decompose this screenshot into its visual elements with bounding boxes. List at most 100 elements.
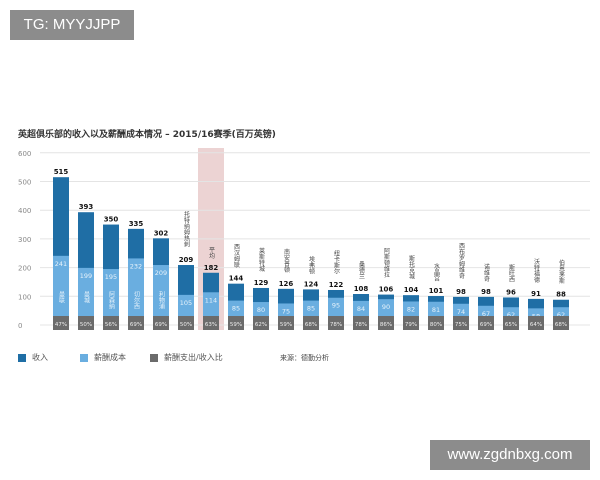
category-label: 桑德兰 [358, 260, 365, 279]
category-label: 阿斯顿维拉 [383, 247, 390, 279]
category-label: 切尔西 [133, 291, 140, 310]
y-tick-label: 400 [18, 207, 31, 215]
legend-ratio: 薪酬支出/收入比 [150, 352, 223, 363]
wages-label: 67 [482, 310, 490, 318]
revenue-label: 335 [129, 220, 144, 228]
revenue-label: 124 [304, 280, 319, 288]
revenue-label: 88 [556, 291, 566, 299]
wages-label: 85 [307, 305, 315, 313]
category-label: 埃弗顿 [308, 256, 315, 276]
legend-wages: 薪酬成本 [80, 352, 126, 363]
category-label: 托特纳姆热刺 [183, 210, 190, 248]
bar-wages [128, 258, 144, 325]
ratio-label: 68% [305, 322, 317, 328]
revenue-label: 515 [54, 168, 69, 176]
ratio-label: 69% [130, 322, 142, 328]
ratio-box [328, 316, 344, 330]
ratio-label: 56% [105, 322, 117, 328]
revenue-label: 98 [481, 288, 491, 296]
source-note: 来源：德勤分析 [280, 354, 329, 362]
bar-wages [78, 267, 94, 325]
bar-wages [53, 255, 69, 325]
legend-revenue: 收入 [18, 352, 48, 363]
y-tick-label: 200 [18, 265, 31, 273]
wages-label: 80 [257, 306, 265, 314]
wages-label: 81 [432, 306, 440, 314]
bar-wages [103, 269, 119, 325]
ratio-box [428, 316, 444, 330]
revenue-label: 129 [254, 279, 269, 287]
y-tick-label: 0 [18, 322, 22, 330]
revenue-label: 350 [104, 216, 119, 224]
category-label: 西汉姆联 [233, 244, 240, 269]
bar-wages [153, 265, 169, 325]
wages-label: 199 [80, 272, 92, 280]
ratio-box [528, 316, 544, 330]
wages-label: 84 [357, 305, 365, 313]
revenue-label: 302 [154, 229, 169, 237]
revenue-label: 91 [531, 290, 541, 298]
wages-label: 114 [205, 296, 217, 304]
ratio-label: 47% [55, 322, 67, 328]
category-label: 斯旺西 [508, 264, 515, 284]
legend-swatch-ratio [150, 353, 158, 362]
wages-label: 105 [180, 299, 192, 307]
ratio-label: 59% [280, 322, 292, 328]
wages-label: 90 [382, 303, 390, 311]
ratio-box [303, 316, 319, 330]
category-label: 阿森纳 [108, 290, 115, 310]
ratio-box [378, 316, 394, 330]
revenue-label: 144 [229, 275, 244, 283]
wages-label: 62 [507, 311, 515, 319]
legend-label-wages: 薪酬成本 [94, 353, 126, 362]
ratio-box [128, 316, 144, 330]
legend-swatch-revenue [18, 353, 26, 362]
wages-label: 241 [55, 260, 67, 268]
category-label: 水晶宫 [433, 262, 440, 282]
ratio-box [503, 316, 519, 330]
ratio-box [253, 316, 269, 330]
ratio-box [278, 316, 294, 330]
ratio-box [353, 316, 369, 330]
wages-label: 209 [155, 269, 167, 277]
ratio-label: 80% [430, 322, 442, 328]
ratio-label: 69% [480, 322, 492, 328]
y-tick-label: 600 [18, 150, 31, 158]
ratio-box [78, 316, 94, 330]
category-label: 利物浦 [158, 290, 165, 310]
category-label: 平均 [208, 247, 215, 260]
legend-swatch-wages [80, 353, 88, 362]
wages-label: 85 [232, 305, 240, 313]
ratio-box [203, 316, 219, 330]
ratio-box [103, 316, 119, 330]
ratio-label: 50% [80, 322, 92, 328]
wages-label: 195 [105, 273, 117, 281]
revenue-label: 122 [329, 281, 344, 289]
ratio-label: 69% [155, 322, 167, 328]
category-label: 伯恩茅斯 [558, 259, 565, 285]
category-label: 纽卡斯尔 [333, 249, 340, 274]
category-label: 诺维奇 [483, 263, 490, 283]
wages-label: 62 [557, 311, 565, 319]
ratio-label: 62% [255, 322, 267, 328]
category-label: 沃特福德 [533, 258, 540, 284]
category-label: 西布罗姆维奇 [458, 243, 465, 280]
wages-label: 232 [130, 262, 142, 270]
revenue-label: 108 [354, 285, 369, 293]
ratio-box [178, 316, 194, 330]
ratio-label: 63% [205, 322, 217, 328]
legend-label-revenue: 收入 [32, 353, 48, 362]
ratio-label: 78% [355, 322, 367, 328]
ratio-box [228, 316, 244, 330]
ratio-box [478, 316, 494, 330]
legend-label-ratio: 薪酬支出/收入比 [164, 353, 223, 362]
category-label: 曼联 [58, 291, 65, 304]
wages-label: 74 [457, 308, 465, 316]
ratio-label: 64% [530, 322, 542, 328]
revenue-label: 106 [379, 286, 394, 294]
category-label: 南安普顿 [283, 248, 290, 274]
ratio-label: 59% [230, 322, 242, 328]
revenue-label: 209 [179, 256, 194, 264]
ratio-box [553, 316, 569, 330]
